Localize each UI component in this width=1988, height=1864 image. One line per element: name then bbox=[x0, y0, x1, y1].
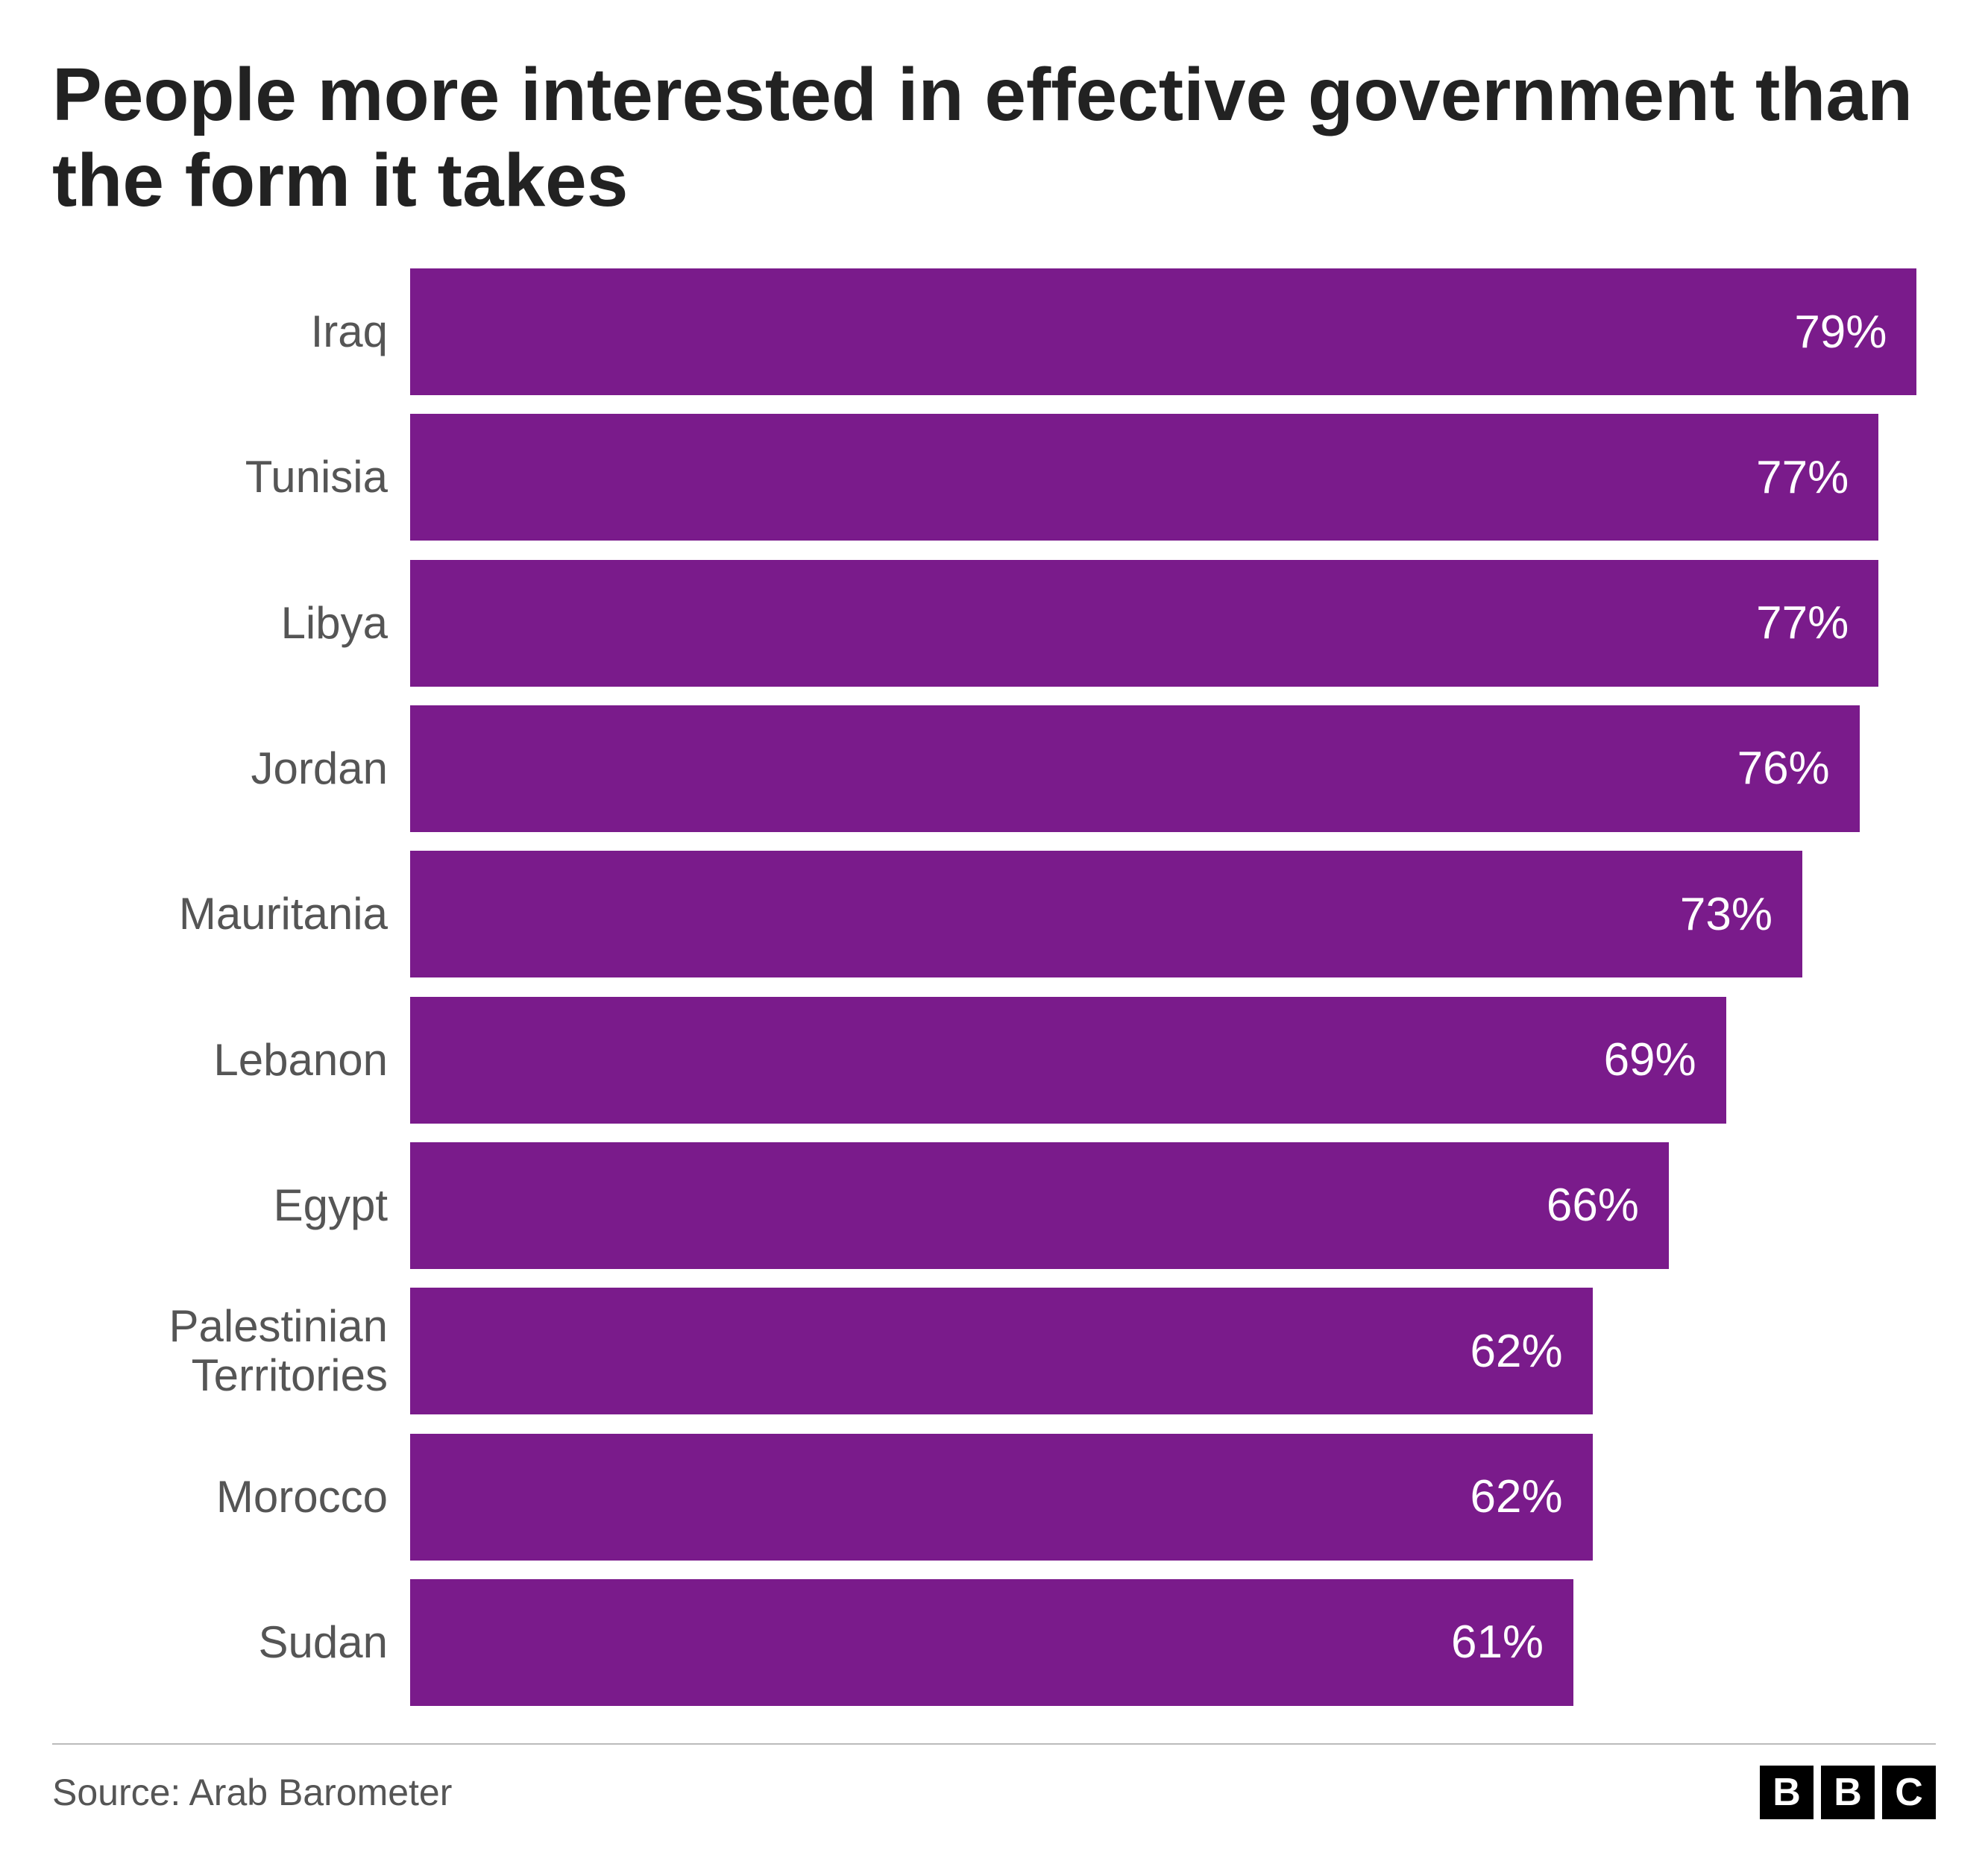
bar-value: 61% bbox=[1451, 1616, 1544, 1669]
bar-track: 77% bbox=[410, 414, 1936, 541]
source-text: Source: Arab Barometer bbox=[52, 1771, 452, 1814]
bar-fill: 77% bbox=[410, 560, 1878, 687]
bar-fill: 66% bbox=[410, 1142, 1669, 1269]
chart-title: People more interested in effective gove… bbox=[52, 52, 1936, 224]
bar-fill: 76% bbox=[410, 705, 1860, 832]
bar-track: 79% bbox=[410, 268, 1936, 395]
bar-row: Tunisia 77% bbox=[52, 414, 1936, 541]
bbc-logo-block: B bbox=[1760, 1766, 1814, 1819]
bar-value: 62% bbox=[1470, 1470, 1563, 1523]
bar-row: Mauritania 73% bbox=[52, 851, 1936, 977]
bar-label: Egypt bbox=[52, 1181, 410, 1230]
bar-row: Iraq 79% bbox=[52, 268, 1936, 395]
bar-row: Morocco 62% bbox=[52, 1434, 1936, 1561]
bar-value: 73% bbox=[1680, 888, 1772, 941]
bar-value: 79% bbox=[1794, 306, 1887, 359]
bbc-logo-block: B bbox=[1821, 1766, 1875, 1819]
bar-row: Lebanon 69% bbox=[52, 997, 1936, 1124]
bar-label: Jordan bbox=[52, 744, 410, 793]
bar-track: 77% bbox=[410, 560, 1936, 687]
chart-container: People more interested in effective gove… bbox=[0, 0, 1988, 1864]
bar-track: 66% bbox=[410, 1142, 1936, 1269]
bars-area: Iraq 79% Tunisia 77% Libya 77% Jordan 76% Maurit… bbox=[52, 268, 1936, 1706]
bar-label: Tunisia bbox=[52, 453, 410, 502]
bar-fill: 79% bbox=[410, 268, 1916, 395]
bar-value: 69% bbox=[1604, 1033, 1696, 1086]
bar-track: 62% bbox=[410, 1434, 1936, 1561]
bar-track: 76% bbox=[410, 705, 1936, 832]
bbc-logo-block: C bbox=[1882, 1766, 1936, 1819]
bar-track: 73% bbox=[410, 851, 1936, 977]
bar-label: Sudan bbox=[52, 1618, 410, 1667]
bar-fill: 61% bbox=[410, 1579, 1573, 1706]
bar-row: Palestinian Territories 62% bbox=[52, 1288, 1936, 1414]
bar-label: Palestinian Territories bbox=[52, 1302, 410, 1400]
bar-row: Sudan 61% bbox=[52, 1579, 1936, 1706]
bar-label: Morocco bbox=[52, 1473, 410, 1522]
bar-fill: 69% bbox=[410, 997, 1726, 1124]
bar-row: Jordan 76% bbox=[52, 705, 1936, 832]
bar-fill: 62% bbox=[410, 1288, 1593, 1414]
bar-row: Libya 77% bbox=[52, 560, 1936, 687]
bar-value: 77% bbox=[1756, 451, 1849, 504]
bar-label: Mauritania bbox=[52, 890, 410, 939]
bar-label: Iraq bbox=[52, 307, 410, 356]
bar-track: 61% bbox=[410, 1579, 1936, 1706]
bbc-logo: BBC bbox=[1760, 1766, 1936, 1819]
bar-fill: 73% bbox=[410, 851, 1802, 977]
bar-fill: 77% bbox=[410, 414, 1878, 541]
bar-label: Libya bbox=[52, 599, 410, 648]
chart-footer: Source: Arab Barometer BBC bbox=[52, 1743, 1936, 1819]
bar-track: 69% bbox=[410, 997, 1936, 1124]
bar-track: 62% bbox=[410, 1288, 1936, 1414]
bar-value: 76% bbox=[1737, 742, 1830, 795]
bar-row: Egypt 66% bbox=[52, 1142, 1936, 1269]
bar-value: 77% bbox=[1756, 596, 1849, 649]
bar-value: 62% bbox=[1470, 1325, 1563, 1378]
bar-label: Lebanon bbox=[52, 1036, 410, 1085]
bar-value: 66% bbox=[1547, 1179, 1639, 1232]
bar-fill: 62% bbox=[410, 1434, 1593, 1561]
